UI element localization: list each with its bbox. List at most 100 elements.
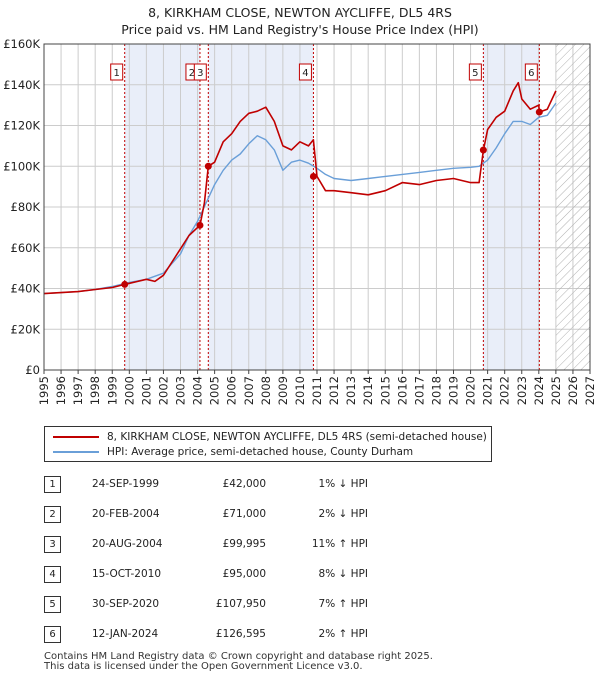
- title-line-1: 8, KIRKHAM CLOSE, NEWTON AYCLIFFE, DL5 4…: [148, 5, 452, 20]
- x-tick-label: 2010: [293, 376, 307, 405]
- x-tick-label: 1998: [88, 376, 102, 405]
- y-tick-label: £0: [25, 363, 40, 377]
- x-tick-label: 2013: [344, 376, 358, 405]
- x-tick-label: 2016: [395, 376, 409, 405]
- row-hpi-change: 2% ↓ HPI: [318, 508, 368, 520]
- x-tick-label: 2001: [139, 376, 153, 405]
- series-line-property: [43, 81, 557, 295]
- row-date: 20-FEB-2004: [92, 508, 160, 520]
- footer: Contains HM Land Registry data © Crown c…: [44, 652, 433, 672]
- x-tick-label: 2025: [549, 376, 563, 405]
- x-tick-label: 1996: [54, 376, 68, 405]
- title-line-2: Price paid vs. HM Land Registry's House …: [121, 22, 479, 37]
- x-tick-label: 2027: [583, 376, 597, 405]
- row-price: £95,000: [222, 568, 266, 580]
- sale-label-5: 5: [472, 68, 478, 79]
- row-hpi-change: 11% ↑ HPI: [311, 538, 368, 550]
- legend-item-hpi: HPI: Average price, semi-detached house,…: [53, 445, 413, 459]
- sale-marker-3: [204, 162, 212, 170]
- x-tick-label: 2018: [429, 376, 443, 405]
- table-row: 6 12-JAN-2024 £126,595 2% ↑ HPI: [44, 626, 444, 646]
- sale-label-3: 3: [197, 68, 203, 79]
- row-number-badge: 5: [44, 596, 61, 613]
- chart-legend: 8, KIRKHAM CLOSE, NEWTON AYCLIFFE, DL5 4…: [44, 426, 492, 462]
- x-tick-label: 2000: [122, 376, 136, 405]
- y-tick-label: £80K: [11, 200, 41, 214]
- x-tick-label: 2004: [191, 376, 205, 405]
- y-tick-label: £60K: [11, 241, 41, 255]
- sale-label-box-3: [193, 63, 207, 81]
- x-tick-label: 2024: [532, 376, 546, 405]
- row-price: £107,950: [215, 598, 266, 610]
- row-date: 15-OCT-2010: [92, 568, 161, 580]
- sale-label-box-5: [468, 63, 482, 81]
- legend-swatch-hpi: [53, 451, 99, 453]
- y-tick-label: £20K: [11, 322, 41, 336]
- future-hatch-area: [555, 44, 590, 370]
- table-row: 2 20-FEB-2004 £71,000 2% ↓ HPI: [44, 506, 444, 526]
- x-tick-label: 2022: [498, 376, 512, 405]
- table-row: 5 30-SEP-2020 £107,950 7% ↑ HPI: [44, 596, 444, 616]
- x-tick-label: 2019: [447, 376, 461, 405]
- sale-label-1: 1: [114, 68, 120, 79]
- footer-copyright: Contains HM Land Registry data © Crown c…: [44, 651, 433, 662]
- x-tick-label: 2012: [327, 376, 341, 405]
- sale-label-box-6: [524, 63, 538, 81]
- x-tick-label: 2007: [242, 376, 256, 405]
- row-date: 24-SEP-1999: [92, 478, 160, 490]
- row-number-badge: 2: [44, 506, 61, 523]
- row-date: 30-SEP-2020: [92, 598, 160, 610]
- x-tick-label: 1997: [71, 376, 85, 405]
- row-hpi-change: 2% ↑ HPI: [318, 628, 368, 640]
- row-date: 20-AUG-2004: [92, 538, 163, 550]
- row-price: £42,000: [222, 478, 266, 490]
- x-tick-label: 2006: [225, 376, 239, 405]
- y-tick-label: £140K: [3, 78, 40, 92]
- table-row: 3 20-AUG-2004 £99,995 11% ↑ HPI: [44, 536, 444, 556]
- row-number-badge: 3: [44, 536, 61, 553]
- row-date: 12-JAN-2024: [92, 628, 159, 640]
- x-tick-label: 2023: [515, 376, 529, 405]
- x-tick-label: 1995: [37, 376, 51, 405]
- y-tick-label: £40K: [11, 282, 41, 296]
- table-row: 4 15-OCT-2010 £95,000 8% ↓ HPI: [44, 566, 444, 586]
- sale-label-box-4: [298, 63, 312, 81]
- legend-swatch-property: [53, 436, 99, 438]
- sale-label-6: 6: [528, 68, 534, 79]
- footer-licence: This data is licensed under the Open Gov…: [44, 661, 363, 672]
- x-tick-label: 2020: [464, 376, 478, 405]
- sale-marker-2: [196, 221, 204, 229]
- y-tick-label: £100K: [3, 159, 40, 173]
- x-tick-label: 2014: [361, 376, 375, 405]
- sale-marker-1: [121, 280, 129, 288]
- chart-title: 8, KIRKHAM CLOSE, NEWTON AYCLIFFE, DL5 4…: [0, 4, 600, 38]
- row-hpi-change: 7% ↑ HPI: [318, 598, 368, 610]
- x-tick-label: 2005: [208, 376, 222, 405]
- row-price: £126,595: [215, 628, 266, 640]
- row-hpi-change: 8% ↓ HPI: [318, 568, 368, 580]
- y-tick-label: £160K: [3, 37, 40, 51]
- sale-label-box-1: [110, 63, 124, 81]
- x-tick-label: 2002: [156, 376, 170, 405]
- sale-marker-5: [479, 146, 487, 154]
- sale-marker-6: [535, 108, 543, 116]
- legend-label-hpi: HPI: Average price, semi-detached house,…: [107, 446, 414, 458]
- row-price: £71,000: [222, 508, 266, 520]
- row-number-badge: 6: [44, 626, 61, 643]
- x-tick-label: 2026: [566, 376, 580, 405]
- table-row: 1 24-SEP-1999 £42,000 1% ↓ HPI: [44, 476, 444, 496]
- row-number-badge: 1: [44, 476, 61, 493]
- x-tick-label: 2015: [378, 376, 392, 405]
- legend-item-property: 8, KIRKHAM CLOSE, NEWTON AYCLIFFE, DL5 4…: [53, 430, 487, 444]
- legend-label-property: 8, KIRKHAM CLOSE, NEWTON AYCLIFFE, DL5 4…: [107, 431, 487, 443]
- x-tick-label: 2009: [276, 376, 290, 405]
- x-tick-label: 2011: [310, 376, 324, 405]
- sale-marker-4: [309, 172, 317, 180]
- sale-label-4: 4: [302, 68, 308, 79]
- row-number-badge: 4: [44, 566, 61, 583]
- row-price: £99,995: [222, 538, 266, 550]
- x-tick-label: 2017: [412, 376, 426, 405]
- y-tick-label: £120K: [3, 119, 40, 133]
- x-tick-label: 2008: [259, 376, 273, 405]
